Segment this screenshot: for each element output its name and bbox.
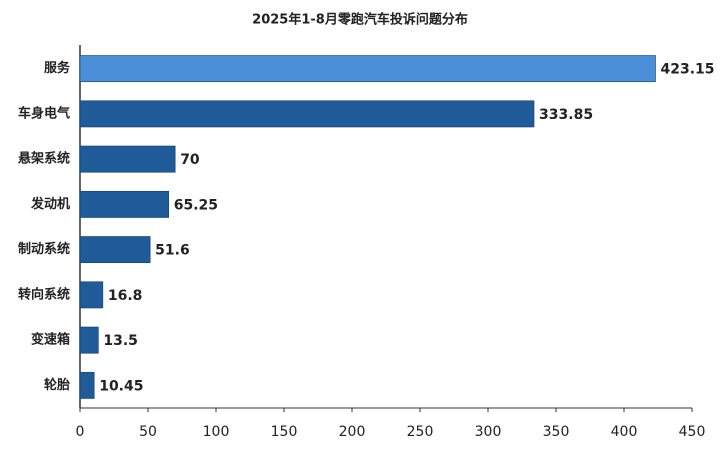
y-tick-label: 变速箱 <box>31 332 70 348</box>
bar <box>79 281 104 309</box>
value-label: 10.45 <box>99 378 143 394</box>
bar <box>79 55 656 83</box>
x-tick-label: 300 <box>475 424 502 440</box>
value-label: 70 <box>180 152 200 168</box>
x-tick-label: 50 <box>139 424 157 440</box>
bar <box>79 145 176 173</box>
x-tick-label: 350 <box>543 424 570 440</box>
value-label: 333.85 <box>539 107 593 123</box>
chart-title: 2025年1-8月零跑汽车投诉问题分布 <box>252 12 468 28</box>
x-tick-label: 150 <box>271 424 298 440</box>
value-label: 51.6 <box>155 243 190 259</box>
y-tick-label: 轮胎 <box>44 377 70 393</box>
x-tick-label: 100 <box>203 424 230 440</box>
y-tick-label: 制动系统 <box>18 241 70 257</box>
bar <box>79 326 99 354</box>
y-tick-label: 转向系统 <box>18 286 70 302</box>
y-tick-label: 服务 <box>44 60 71 76</box>
value-label: 423.15 <box>660 62 714 78</box>
bar <box>79 371 95 399</box>
y-tick-label: 悬架系统 <box>18 151 70 167</box>
x-tick-label: 0 <box>76 424 85 440</box>
y-tick-label: 车身电气 <box>18 105 70 121</box>
x-tick-label: 400 <box>611 424 638 440</box>
y-tick-label: 发动机 <box>30 196 70 212</box>
value-label: 16.8 <box>108 288 143 304</box>
value-label: 65.25 <box>174 197 218 213</box>
x-tick-label: 200 <box>339 424 366 440</box>
bar <box>79 190 170 218</box>
value-label: 13.5 <box>103 333 138 349</box>
x-tick-label: 450 <box>679 424 706 440</box>
bar <box>79 236 151 264</box>
x-tick-label: 250 <box>407 424 434 440</box>
bar <box>79 100 535 128</box>
